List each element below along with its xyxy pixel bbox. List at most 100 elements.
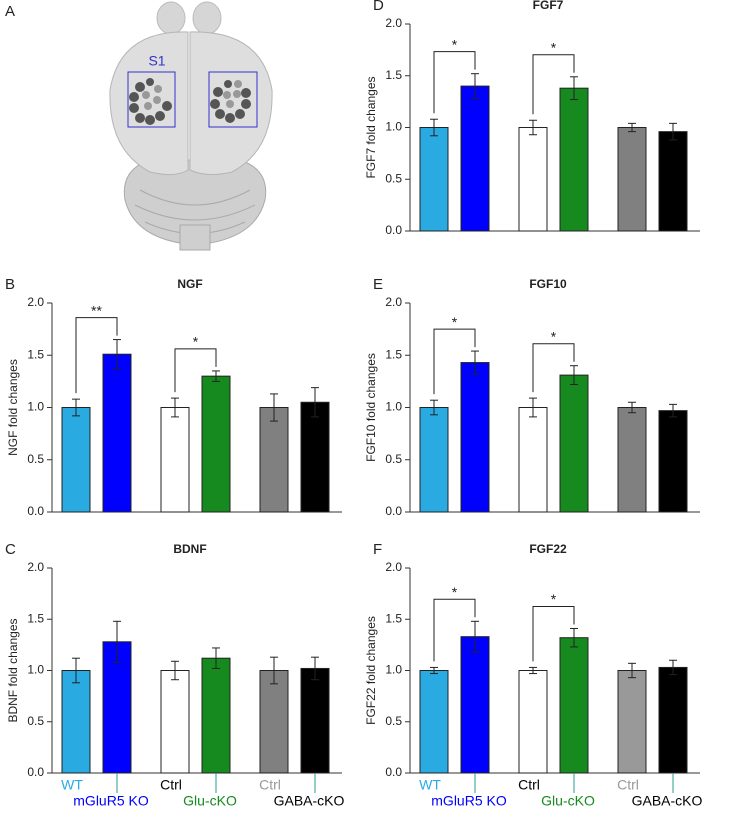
- bar: [419, 127, 449, 232]
- y-tick-label: 2.0: [385, 16, 402, 30]
- y-axis-label: BDNF fold changes: [6, 618, 20, 722]
- x-tick-label: mGluR5 KO: [431, 793, 507, 809]
- panel-label: C: [5, 541, 16, 558]
- y-axis-label: FGF10 fold changes: [364, 353, 378, 462]
- x-tick-label: Ctrl: [617, 777, 639, 793]
- y-tick-label: 0.0: [385, 223, 402, 237]
- chart-title: FGF22: [529, 542, 567, 556]
- chart-title: FGF7: [533, 0, 564, 12]
- bar: [102, 641, 132, 774]
- bar: [518, 407, 548, 513]
- y-tick-label: 0.5: [27, 714, 44, 728]
- significance-label: *: [452, 314, 458, 330]
- panel-label: B: [5, 276, 15, 293]
- chart-title: NGF: [177, 277, 202, 291]
- x-tick-label: GABA-cKO: [632, 793, 703, 809]
- x-tick-label: Ctrl: [160, 777, 182, 793]
- y-axis-label: FGF7 fold changes: [364, 76, 378, 178]
- x-tick-label: mGluR5 KO: [73, 793, 149, 809]
- panel-label: A: [5, 3, 15, 20]
- significance-label: *: [452, 584, 458, 600]
- bar: [518, 127, 548, 232]
- significance-label: *: [551, 591, 557, 607]
- y-tick-label: 2.0: [27, 295, 44, 309]
- y-tick-label: 1.5: [385, 68, 402, 82]
- y-tick-label: 1.0: [27, 663, 44, 677]
- bar: [201, 375, 231, 513]
- y-tick-label: 2.0: [385, 560, 402, 574]
- y-tick-label: 1.0: [385, 663, 402, 677]
- bar: [658, 410, 688, 513]
- bar: [201, 657, 231, 774]
- y-tick-label: 0.5: [385, 452, 402, 466]
- y-tick-label: 1.5: [385, 347, 402, 361]
- y-tick-label: 0.5: [27, 452, 44, 466]
- y-tick-label: 2.0: [27, 560, 44, 574]
- x-tick-label: Glu-cKO: [541, 793, 595, 809]
- chart-title: FGF10: [529, 277, 567, 291]
- bar: [61, 670, 91, 774]
- bar: [658, 131, 688, 232]
- y-tick-label: 0.5: [385, 171, 402, 185]
- panel-label: E: [373, 276, 383, 293]
- bar: [518, 670, 548, 774]
- panel-label: D: [373, 0, 384, 14]
- x-tick-label: WT: [61, 777, 83, 793]
- significance-label: *: [193, 334, 199, 350]
- y-tick-label: 0.0: [27, 765, 44, 779]
- bar: [460, 362, 490, 513]
- y-tick-label: 1.0: [385, 400, 402, 414]
- y-tick-label: 1.0: [385, 120, 402, 134]
- bar: [460, 85, 490, 232]
- significance-label: *: [452, 36, 458, 52]
- x-tick-label: GABA-cKO: [274, 793, 345, 809]
- bar: [559, 374, 589, 513]
- bar: [160, 407, 190, 513]
- y-tick-label: 1.0: [27, 400, 44, 414]
- x-tick-label: Ctrl: [518, 777, 540, 793]
- bar: [419, 670, 449, 774]
- bar: [102, 353, 132, 513]
- y-tick-label: 0.0: [385, 504, 402, 518]
- bar: [61, 407, 91, 513]
- significance-bracket: [532, 54, 575, 115]
- bar: [300, 401, 330, 513]
- bar: [419, 407, 449, 513]
- significance-bracket: [433, 598, 476, 662]
- panel-label: F: [373, 541, 382, 558]
- significance-label: *: [551, 39, 557, 55]
- bar: [617, 670, 647, 774]
- significance-label: **: [91, 302, 102, 318]
- significance-bracket: [75, 317, 118, 394]
- bar: [559, 637, 589, 774]
- significance-label: *: [551, 328, 557, 344]
- y-tick-label: 1.5: [27, 347, 44, 361]
- chart-title: BDNF: [173, 542, 206, 556]
- bar: [259, 407, 289, 513]
- region-label: S1: [148, 53, 165, 69]
- y-axis-label: NGF fold changes: [6, 359, 20, 456]
- y-tick-label: 1.5: [27, 611, 44, 625]
- bar: [460, 636, 490, 774]
- y-tick-label: 0.0: [385, 765, 402, 779]
- bar: [617, 127, 647, 232]
- x-tick-label: Glu-cKO: [183, 793, 237, 809]
- bar: [259, 670, 289, 774]
- x-tick-label: Ctrl: [259, 777, 281, 793]
- y-tick-label: 1.5: [385, 611, 402, 625]
- y-axis-label: FGF22 fold changes: [364, 616, 378, 725]
- x-tick-label: WT: [419, 777, 441, 793]
- significance-bracket: [433, 51, 476, 114]
- significance-bracket: [532, 343, 575, 393]
- significance-bracket: [532, 605, 575, 662]
- bar: [617, 407, 647, 513]
- y-tick-label: 2.0: [385, 295, 402, 309]
- y-tick-label: 0.0: [27, 504, 44, 518]
- brain-illustration: [109, 1, 273, 251]
- bar: [300, 667, 330, 774]
- bar: [559, 87, 589, 232]
- bar: [160, 670, 190, 774]
- significance-bracket: [174, 348, 217, 393]
- y-tick-label: 0.5: [385, 714, 402, 728]
